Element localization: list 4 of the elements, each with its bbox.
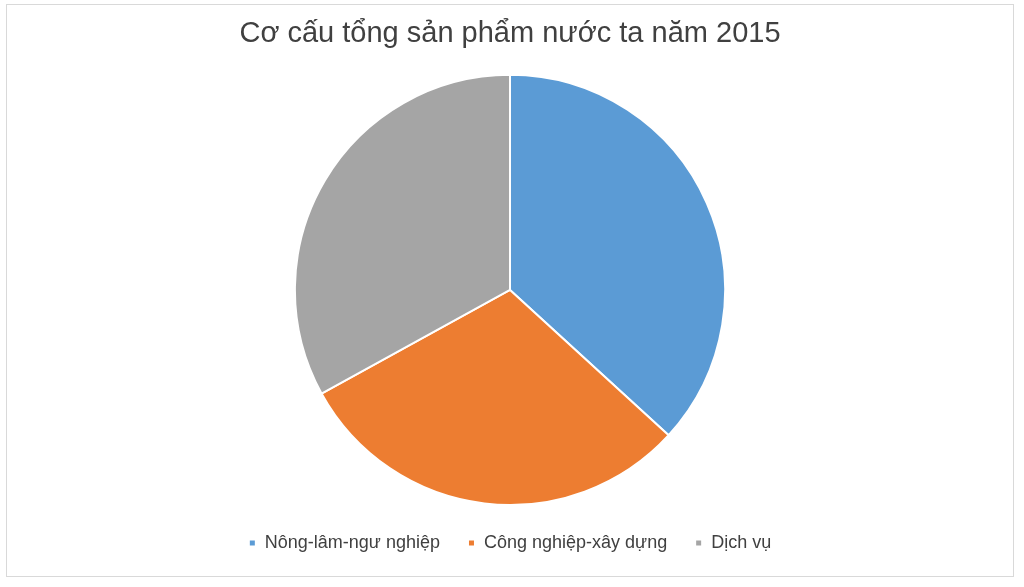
chart-title: Cơ cấu tổng sản phẩm nước ta năm 2015	[239, 16, 781, 49]
legend-label: Công nghiệp-xây dựng	[483, 531, 668, 552]
legend-label: Nông-lâm-ngư nghiệp	[264, 531, 440, 552]
legend-label: Dịch vụ	[711, 531, 772, 552]
